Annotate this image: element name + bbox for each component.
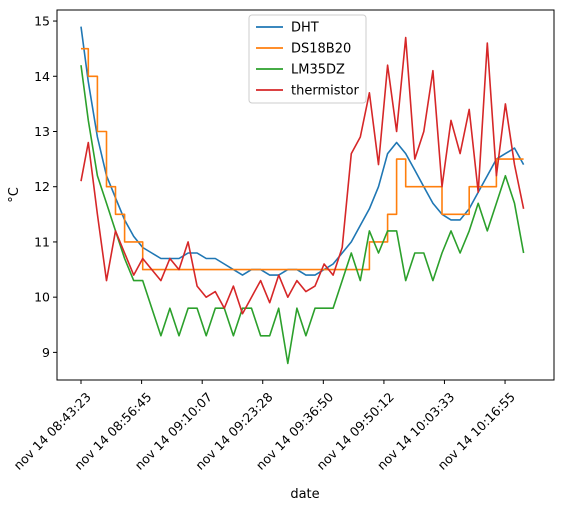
x-axis-label: date: [290, 487, 319, 502]
legend: DHT DS18B20 LM35DZ thermistor: [248, 14, 367, 104]
legend-label-dht: DHT: [291, 21, 319, 36]
legend-label-ds18b20: DS18B20: [291, 42, 351, 57]
y-axis-ticks: 9 10 11 12 13 14 15: [34, 14, 57, 360]
legend-label-thermistor: thermistor: [291, 84, 360, 99]
y-axis-label: °C: [7, 187, 22, 203]
y-tick-label: 11: [34, 234, 50, 249]
y-tick-label: 14: [34, 69, 50, 84]
series-line-thermistor: [80, 36, 525, 315]
y-tick-label: 10: [34, 290, 50, 305]
legend-box: [248, 14, 367, 104]
series-line-lm35dz: [80, 65, 525, 365]
series-line-dht: [80, 26, 525, 276]
series-layer: [80, 26, 525, 365]
series-line-ds18b20: [81, 47, 524, 271]
y-tick-label: 9: [42, 345, 50, 360]
y-tick-label: 12: [34, 179, 50, 194]
y-tick-label: 13: [34, 124, 50, 139]
y-tick-label: 15: [34, 14, 50, 29]
legend-label-lm35dz: LM35DZ: [291, 63, 345, 78]
